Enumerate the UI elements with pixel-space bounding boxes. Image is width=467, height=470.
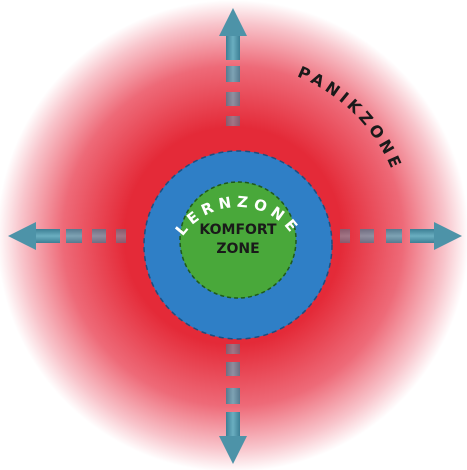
- arrow-up-icon: [219, 8, 247, 126]
- arrow-left-icon: [8, 222, 126, 250]
- arrow-right-icon: [340, 222, 462, 250]
- arrow-down-icon: [219, 344, 247, 464]
- comfort-zone-label-line1: KOMFORT: [199, 222, 277, 238]
- comfort-zone-label-line2: ZONE: [216, 241, 259, 257]
- comfort-zone: [179, 181, 297, 299]
